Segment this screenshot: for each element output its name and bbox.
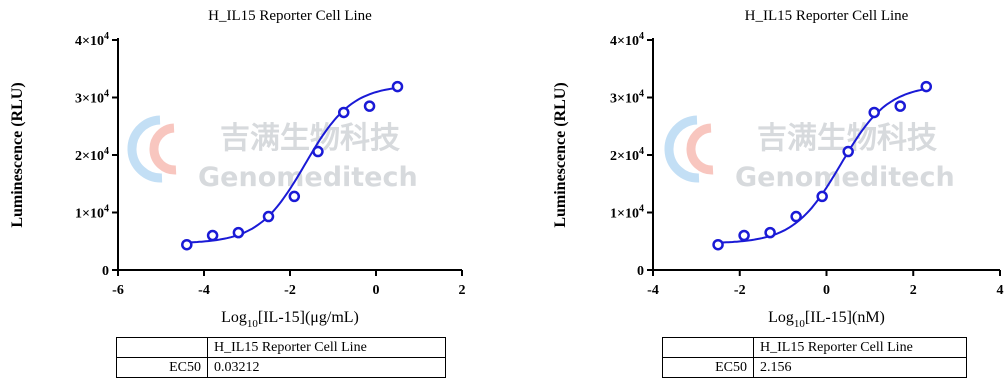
- x-tick-label: 0: [823, 283, 830, 298]
- data-point: [816, 190, 828, 203]
- data-point: [262, 210, 275, 223]
- x-tick-label: 0: [373, 283, 380, 298]
- y-tick-label: 1×104: [75, 204, 109, 222]
- table-row-value: 2.156: [753, 357, 967, 378]
- watermark-swirl-blue-icon: [664, 115, 700, 183]
- table-header-row: H_IL15 Reporter Cell Line: [116, 337, 446, 358]
- x-axis-label: Log10[IL-15](μg/mL): [221, 309, 359, 330]
- y-tick-label: 4×104: [75, 31, 109, 49]
- data-point: [894, 100, 906, 112]
- y-axis-label: Luminescence (RLU): [9, 82, 26, 227]
- watermark-text-en: Genomeditech: [735, 162, 955, 193]
- data-point: [312, 145, 324, 158]
- x-tick-label: 2: [910, 283, 917, 298]
- data-point: [206, 229, 219, 242]
- table-row: EC50 2.156: [662, 357, 967, 378]
- data-point: [363, 100, 376, 112]
- watermark-swirl-red-icon: [686, 123, 714, 175]
- chart-panel-left: 吉满生物科技 Genomeditech H_IL15 Reporter Cell L…: [0, 0, 500, 387]
- table-empty-cell: [116, 337, 208, 358]
- data-point: [738, 229, 750, 242]
- watermark-text-en: Genomeditech: [198, 162, 418, 193]
- chart-panel-right: 吉满生物科技 Genomeditech H_IL15 Reporter Cell L…: [537, 0, 1005, 387]
- y-tick-label: 2×104: [610, 146, 644, 164]
- ec50-table-left: H_IL15 Reporter Cell Line EC50 0.03212: [116, 337, 446, 378]
- y-tick-label: 3×104: [75, 89, 109, 107]
- data-point: [790, 210, 802, 223]
- chart-title: H_IL15 Reporter Cell Line: [208, 8, 372, 24]
- x-tick-label: -6: [112, 283, 124, 298]
- x-tick-label: -2: [284, 283, 296, 298]
- x-tick-label: -4: [198, 283, 210, 298]
- dose-response-chart-left: 吉满生物科技 Genomeditech H_IL15 Reporter Cell L…: [9, 8, 466, 330]
- watermark-swirl-blue-icon: [127, 115, 163, 183]
- y-tick-label: 0: [637, 264, 644, 279]
- y-tick-label: 1×104: [610, 204, 644, 222]
- data-point: [232, 226, 245, 239]
- data-point: [868, 106, 880, 119]
- y-tick-label: 4×104: [610, 31, 644, 49]
- fit-curve-line: [186, 86, 398, 244]
- y-axis-label: Luminescence (RLU): [552, 82, 569, 227]
- y-tick-label: 2×104: [75, 146, 109, 164]
- y-tick-label: 0: [102, 264, 109, 279]
- table-header: H_IL15 Reporter Cell Line: [753, 337, 967, 358]
- table-empty-cell: [662, 337, 754, 358]
- table-row-label: EC50: [116, 357, 208, 378]
- table-row-label: EC50: [662, 357, 754, 378]
- chart-title: H_IL15 Reporter Cell Line: [745, 8, 909, 24]
- table-row: EC50 0.03212: [116, 357, 446, 378]
- data-point: [712, 238, 724, 251]
- data-point: [288, 190, 301, 203]
- x-tick-label: -2: [734, 283, 746, 298]
- data-point: [920, 80, 933, 93]
- data-point: [338, 106, 350, 119]
- data-point: [181, 238, 193, 251]
- watermark-text-cn: 吉满生物科技: [220, 121, 400, 156]
- x-tick-label: 4: [997, 283, 1004, 298]
- table-header: H_IL15 Reporter Cell Line: [207, 337, 446, 358]
- data-point: [842, 145, 854, 158]
- data-point: [391, 80, 404, 93]
- y-tick-label: 3×104: [610, 89, 644, 107]
- table-row-value: 0.03212: [207, 357, 446, 378]
- ec50-table-right: H_IL15 Reporter Cell Line EC50 2.156: [662, 337, 967, 378]
- data-point: [764, 226, 776, 239]
- watermark-logo: 吉满生物科技 Genomeditech: [127, 115, 418, 193]
- table-header-row: H_IL15 Reporter Cell Line: [662, 337, 967, 358]
- x-tick-label: -4: [647, 283, 659, 298]
- watermark-swirl-red-icon: [149, 123, 177, 175]
- x-axis-label: Log10[IL-15](nM): [768, 309, 885, 330]
- x-tick-label: 2: [459, 283, 466, 298]
